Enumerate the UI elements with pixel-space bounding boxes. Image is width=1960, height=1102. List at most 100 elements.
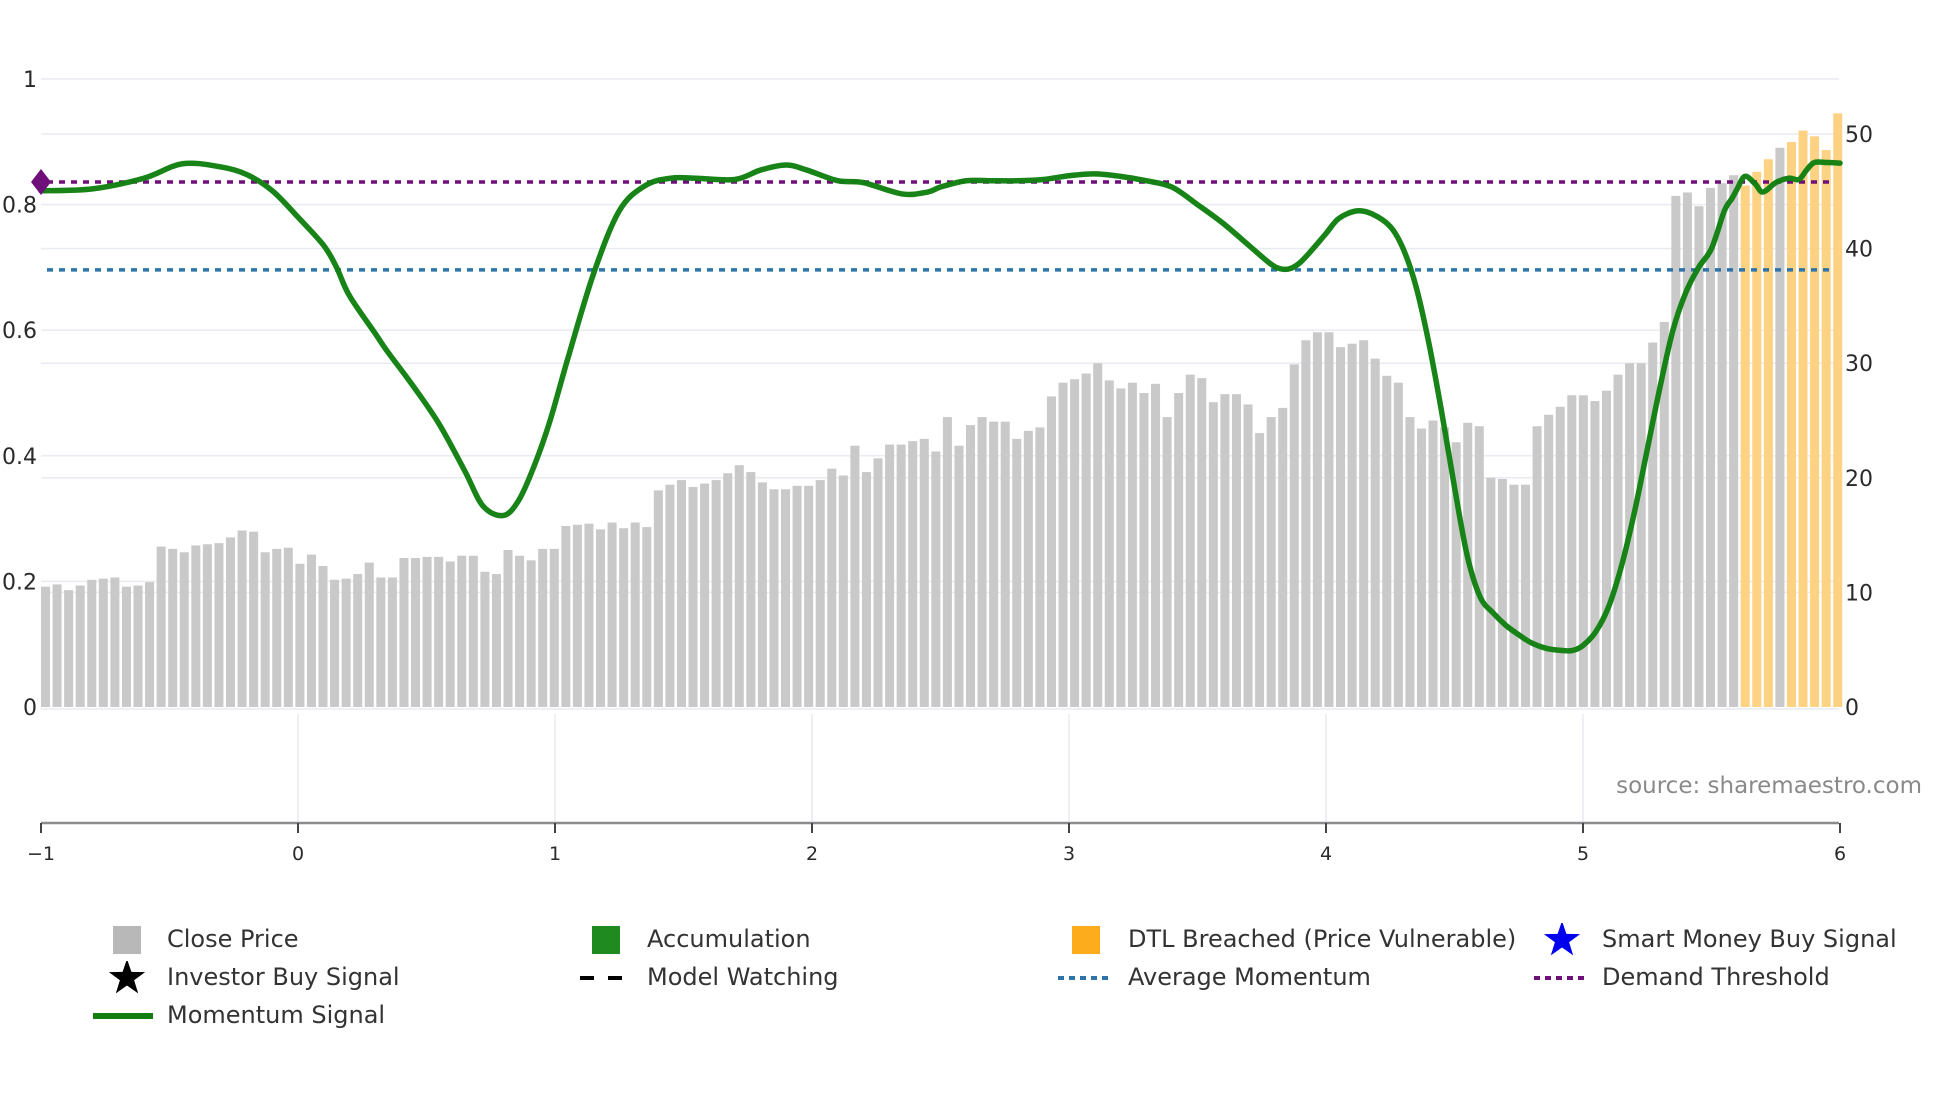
close-price-bar (1127, 382, 1137, 707)
y-left-tick-label: 0.2 (2, 570, 37, 595)
close-price-bar (538, 548, 548, 707)
close-price-bar (804, 485, 814, 707)
close-price-bar (1116, 388, 1126, 707)
close-price-bar (792, 485, 802, 707)
close-price-bar (1243, 404, 1253, 707)
legend-item-smart-money[interactable]: Smart Money Buy Signal (1528, 923, 1960, 957)
legend-item-close-price[interactable]: Close Price (93, 923, 573, 957)
close-price-bar (434, 556, 444, 707)
dotted-line-icon (1534, 976, 1586, 980)
close-price-bar (515, 555, 525, 707)
dtl-breached-bar (1810, 136, 1820, 708)
close-price-bar (1278, 407, 1288, 707)
close-price-bar (653, 490, 663, 707)
close-price-bar (318, 566, 328, 707)
close-price-bar (353, 574, 363, 707)
close-price-bar (954, 445, 964, 707)
source-attribution: source: sharemaestro.com (1616, 773, 1922, 799)
close-price-bar (850, 445, 860, 707)
close-price-bar (145, 582, 155, 707)
legend-item-dtl-breached[interactable]: DTL Breached (Price Vulnerable) (1052, 923, 1532, 957)
close-price-bar (827, 468, 837, 707)
close-price-bar (411, 558, 421, 707)
close-price-bar (179, 552, 189, 707)
close-price-bar (1440, 427, 1450, 707)
close-price-bar (1139, 392, 1149, 707)
close-price-bar (1231, 394, 1241, 707)
close-price-bar (1601, 390, 1611, 707)
close-price-bar (919, 438, 929, 707)
star-icon (108, 961, 146, 994)
close-price-bar (306, 554, 316, 707)
star-icon (1543, 923, 1581, 956)
close-price-bar (688, 486, 698, 707)
close-price-bar (1359, 340, 1369, 707)
close-price-bar (885, 444, 895, 707)
x-tick-label: −1 (27, 843, 55, 865)
close-price-bar (226, 537, 236, 707)
close-price-bar (1451, 442, 1461, 707)
y-left-tick-label: 0.6 (2, 319, 37, 344)
legend-label: Accumulation (647, 925, 811, 953)
close-price-bar (202, 544, 212, 707)
close-price-bar (1023, 430, 1033, 707)
legend-item-investor-buy[interactable]: Investor Buy Signal (93, 961, 573, 995)
close-price-bar (861, 472, 871, 707)
close-price-bar (665, 484, 675, 707)
close-price-bar (1717, 183, 1727, 707)
close-price-bar (549, 548, 559, 707)
close-price-bar (156, 546, 166, 707)
legend-item-avg-momentum[interactable]: Average Momentum (1052, 961, 1532, 995)
close-price-bar (989, 421, 999, 707)
dtl-breached-bar (1798, 130, 1808, 707)
legend-item-accumulation[interactable]: Accumulation (572, 923, 1052, 957)
close-price-bar (480, 571, 490, 707)
y-right-tick-label: 0 (1845, 696, 1859, 721)
legend-item-momentum[interactable]: Momentum Signal (93, 999, 573, 1033)
legend-item-demand-threshold[interactable]: Demand Threshold (1528, 961, 1960, 995)
close-price-bar (1682, 192, 1692, 708)
close-price-bar (1058, 382, 1068, 707)
close-price-bar (966, 425, 976, 707)
close-price-bar (249, 531, 259, 707)
close-price-bar (133, 585, 143, 707)
y-left-tick-label: 0.8 (2, 194, 37, 219)
close-price-bar (1220, 394, 1230, 707)
close-price-bar (1578, 395, 1588, 707)
close-price-bar (1081, 373, 1091, 707)
dtl-breached-swatch-icon (1072, 926, 1100, 954)
dtl-breached-bar (1833, 113, 1843, 707)
x-tick-label: 5 (1577, 843, 1589, 865)
close-price-bar (1706, 187, 1716, 707)
close-price-bar (1104, 380, 1114, 707)
legend-label: Model Watching (647, 963, 839, 991)
close-price-bar (1070, 379, 1080, 707)
close-price-bar (596, 529, 606, 707)
close-price-bar (931, 451, 941, 707)
close-price-bar (1197, 378, 1207, 707)
close-price-bar (572, 524, 582, 707)
dotted-line-icon (1058, 976, 1110, 980)
momentum-signal-line (38, 159, 1843, 654)
close-price-bar (1255, 433, 1265, 707)
close-price-bar (838, 475, 848, 707)
y-right-tick-label: 20 (1845, 467, 1873, 492)
close-price-bar (642, 527, 652, 707)
close-price-bar (1532, 426, 1542, 707)
close-price-bar (1093, 363, 1103, 707)
close-price-bar (1208, 402, 1218, 707)
close-price-bar (52, 584, 62, 707)
x-tick-label: 3 (1063, 843, 1075, 865)
close-price-bar (1648, 342, 1658, 707)
close-price-bars (41, 113, 1843, 708)
close-price-bar (1012, 438, 1022, 707)
close-price-bar (1497, 478, 1507, 707)
y-right-tick-label: 40 (1845, 238, 1873, 263)
close-price-bar (584, 523, 594, 707)
legend-item-model-watching[interactable]: Model Watching (572, 961, 1052, 995)
y-left-tick-label: 0 (23, 696, 37, 721)
close-price-bar (1671, 195, 1681, 707)
x-tick-label: 4 (1320, 843, 1332, 865)
close-price-bar (1347, 343, 1357, 707)
